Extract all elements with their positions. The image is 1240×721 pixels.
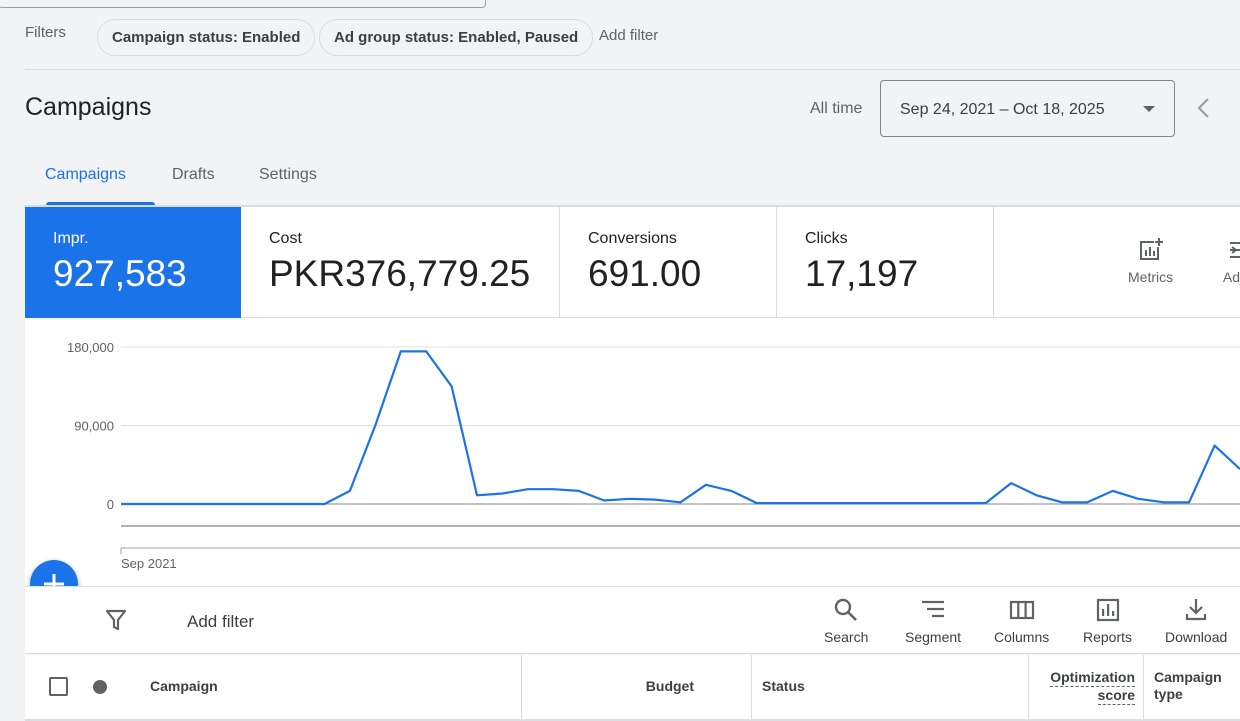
column-divider[interactable] — [1143, 655, 1144, 719]
search-button[interactable]: Search — [824, 597, 868, 645]
segment-button[interactable]: Segment — [905, 597, 961, 645]
metric-card-impressions[interactable]: Impr. 927,583 — [25, 207, 241, 318]
date-range-label: All time — [810, 100, 863, 117]
line-chart: 180,000 90,000 0 Sep 2021 — [67, 340, 1240, 571]
column-header-label: Budget — [645, 678, 694, 694]
filters-bar: Filters Campaign status: Enabled Ad grou… — [0, 0, 1240, 70]
metric-label: Impr. — [53, 230, 89, 247]
top-search-input-edge[interactable] — [0, 0, 486, 8]
add-filter-link[interactable]: Add filter — [599, 27, 659, 44]
metric-label: Clicks — [805, 230, 848, 247]
columns-button[interactable]: Columns — [994, 597, 1049, 645]
metric-value: 17,197 — [805, 253, 919, 294]
filter-chip-ad-group-status[interactable]: Ad group status: Enabled, Paused — [319, 19, 594, 56]
column-divider[interactable] — [751, 655, 752, 719]
page-title: Campaigns — [25, 93, 152, 121]
column-header-optimization-score[interactable]: Optimization score — [1029, 655, 1135, 719]
tab-campaigns[interactable]: Campaigns — [45, 166, 126, 183]
reports-button-label: Reports — [1083, 629, 1133, 645]
column-divider[interactable] — [521, 655, 522, 719]
adjust-button[interactable]: Adj — [1220, 237, 1240, 285]
filters-label: Filters — [25, 24, 66, 41]
column-header-status[interactable]: Status — [762, 655, 1022, 719]
column-header-campaign[interactable]: Campaign — [150, 655, 520, 719]
x-tick-label: Sep 2021 — [121, 556, 177, 571]
metric-value: PKR376,779.25 — [269, 253, 531, 294]
segment-icon — [922, 600, 945, 618]
reports-icon — [1096, 598, 1119, 622]
active-tab-indicator — [46, 202, 155, 205]
metric-value: 927,583 — [53, 253, 187, 294]
segment-button-label: Segment — [905, 629, 962, 645]
column-header-label: Campaign — [150, 678, 218, 694]
columns-button-label: Columns — [994, 629, 1050, 645]
status-dot-icon — [93, 680, 107, 694]
select-all-checkbox[interactable] — [49, 677, 68, 696]
metric-card-conversions[interactable]: Conversions 691.00 — [560, 207, 777, 318]
reports-button[interactable]: Reports — [1083, 597, 1132, 645]
y-tick-label: 180,000 — [67, 340, 114, 355]
filter-chip-campaign-status[interactable]: Campaign status: Enabled — [97, 19, 316, 56]
column-header-label: Campaign — [1154, 669, 1222, 685]
column-header-label: Status — [762, 678, 805, 694]
add-chart-icon — [1139, 237, 1164, 260]
date-range-value: Sep 24, 2021 – Oct 18, 2025 — [900, 101, 1105, 118]
metric-label: Cost — [269, 230, 302, 247]
y-tick-label: 90,000 — [74, 419, 114, 434]
metrics-button[interactable]: Metrics — [1128, 237, 1173, 285]
performance-chart: 180,000 90,000 0 Sep 2021 — [25, 318, 1240, 586]
add-filter-button[interactable]: Add filter — [187, 612, 255, 631]
table-toolbar: Add filter Search Segment Columns Report… — [25, 586, 1240, 654]
tab-drafts[interactable]: Drafts — [172, 166, 215, 183]
download-icon — [1186, 599, 1207, 621]
column-header-label: Optimization — [1050, 669, 1135, 687]
column-header-campaign-type[interactable]: Campaign type — [1154, 655, 1240, 719]
search-button-label: Search — [824, 629, 869, 645]
series-line-impressions — [121, 350, 1240, 506]
search-icon — [834, 598, 858, 621]
column-header-budget[interactable]: Budget — [522, 655, 694, 719]
filter-icon[interactable] — [105, 609, 127, 636]
chevron-left-icon[interactable] — [1193, 96, 1215, 120]
metrics-button-label: Metrics — [1128, 269, 1174, 285]
adjust-icon — [1230, 242, 1240, 258]
column-header-label: type — [1154, 686, 1183, 702]
dropdown-arrow-icon — [1143, 106, 1155, 112]
metric-value: 691.00 — [588, 253, 702, 294]
date-range-select[interactable]: Sep 24, 2021 – Oct 18, 2025 — [880, 80, 1175, 137]
metric-card-cost[interactable]: Cost PKR376,779.25 — [241, 207, 560, 318]
divider — [25, 69, 1240, 70]
tab-settings[interactable]: Settings — [259, 166, 317, 183]
column-header-label: score — [1097, 687, 1135, 705]
scorecards: Impr. 927,583 Cost PKR376,779.25 Convers… — [25, 207, 1240, 318]
columns-icon — [1009, 600, 1034, 620]
column-divider[interactable] — [1028, 655, 1029, 719]
download-button[interactable]: Download — [1165, 597, 1227, 645]
y-tick-label: 0 — [107, 497, 114, 512]
metric-label: Conversions — [588, 230, 677, 247]
adjust-button-label: Adj — [1222, 269, 1240, 285]
table-header: Campaign Budget Status Optimization scor… — [25, 655, 1240, 721]
download-button-label: Download — [1165, 629, 1228, 645]
divider — [25, 205, 1240, 207]
metric-card-clicks[interactable]: Clicks 17,197 — [777, 207, 994, 318]
